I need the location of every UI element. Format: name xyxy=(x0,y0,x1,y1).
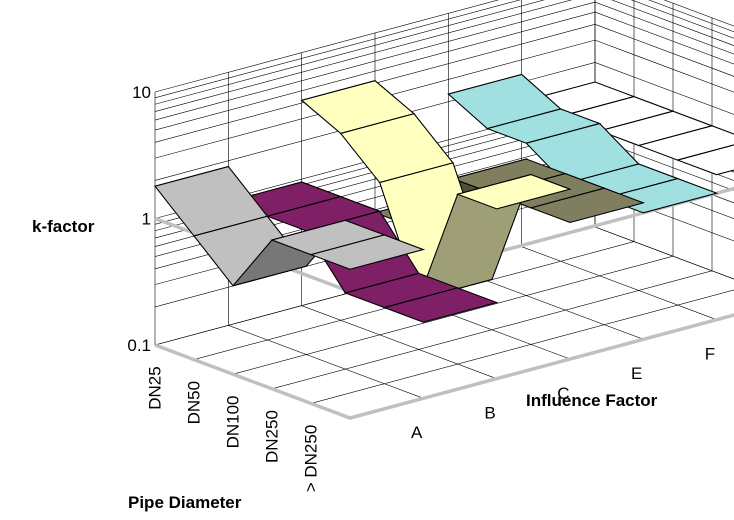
floor-gridline xyxy=(301,305,497,379)
y-axis-title: k-factor xyxy=(32,217,95,236)
x-axis-title: Pipe Diameter xyxy=(128,493,242,512)
back-wall-gridline xyxy=(594,1,734,55)
ribbon-series xyxy=(154,73,734,323)
z-tick-label: A xyxy=(411,423,423,442)
y-tick-label: 1 xyxy=(142,210,151,229)
floor-gridline xyxy=(521,246,717,320)
z-axis-title: Influence Factor xyxy=(526,391,658,410)
back-wall-gridline xyxy=(594,226,734,280)
ribbon-segment xyxy=(382,287,499,323)
x-tick-label: DN100 xyxy=(224,396,243,449)
floor-gridline xyxy=(594,226,734,280)
back-wall-gridline xyxy=(594,62,734,115)
floor-gridline xyxy=(228,325,424,399)
z-tick-label: F xyxy=(705,345,715,364)
x-tick-label: DN50 xyxy=(185,381,204,424)
z-tick-label: B xyxy=(484,404,495,423)
ribbon-segment xyxy=(675,144,734,176)
back-wall-gridline xyxy=(594,39,734,93)
x-tick-label: DN250 xyxy=(263,410,282,463)
back-wall-gridline xyxy=(611,0,734,46)
axis-labels: k-factor Influence Factor Pipe Diameter … xyxy=(32,83,715,512)
ribbon-segment xyxy=(529,187,646,224)
back-wall-gridline xyxy=(648,0,734,33)
back-wall-gridline xyxy=(594,11,734,65)
ribbon-segment xyxy=(309,234,426,270)
ribbon-a xyxy=(154,165,426,287)
y-tick-label: 0.1 xyxy=(127,336,151,355)
back-wall-gridline xyxy=(663,0,734,27)
back-wall-gridline xyxy=(594,138,734,191)
back-wall-gridline xyxy=(630,0,734,39)
back-wall-gridline xyxy=(594,24,734,77)
y-tick-label: 10 xyxy=(132,83,151,102)
x-tick-label: DN25 xyxy=(146,366,165,409)
ribbon-segment xyxy=(455,174,572,210)
floor-edge-front xyxy=(154,313,734,420)
z-tick-label: C xyxy=(557,384,569,403)
z-tick-label: E xyxy=(631,364,642,383)
x-tick-label: > DN250 xyxy=(302,425,321,493)
ribbon-segment xyxy=(636,125,734,161)
